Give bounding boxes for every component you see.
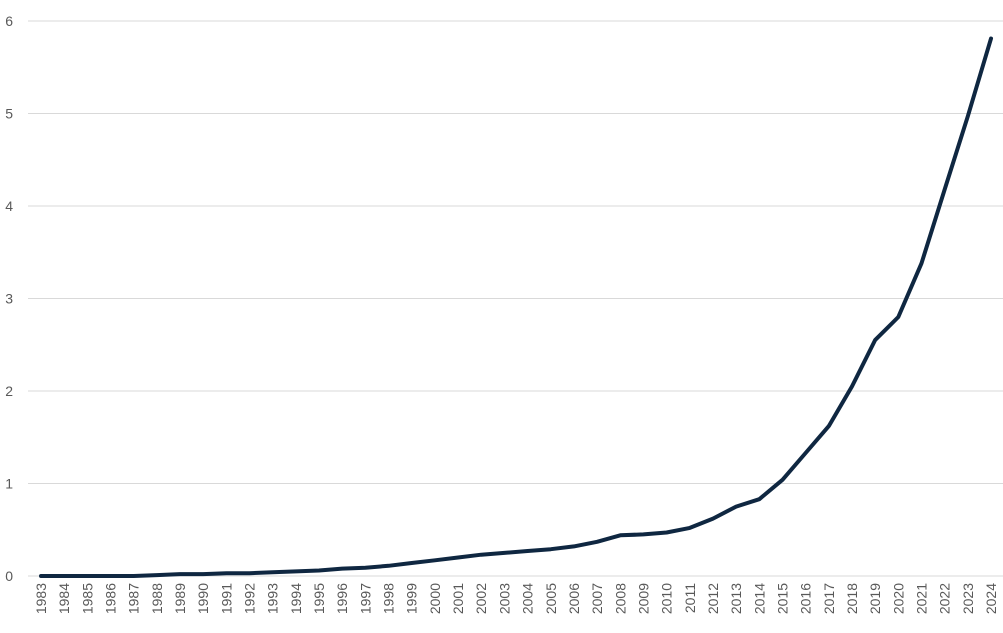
y-tick-label: 2 [5,383,13,399]
x-tick-label: 2006 [566,583,582,614]
x-tick-label: 2012 [705,583,721,614]
x-tick-label: 2013 [728,583,744,614]
x-tick-label: 2007 [589,583,605,614]
x-tick-label: 2014 [751,583,767,614]
x-tick-label: 1986 [103,583,119,614]
y-tick-label: 1 [5,476,13,492]
y-tick-label: 4 [5,198,13,214]
x-tick-label: 2016 [798,583,814,614]
gridlines [28,20,1003,577]
x-tick-label: 2000 [427,583,443,614]
x-tick-label: 2004 [520,583,536,614]
x-tick-label: 2015 [774,583,790,614]
x-tick-label: 1995 [311,583,327,614]
x-tick-label: 2008 [612,583,628,614]
x-tick-label: 2010 [659,583,675,614]
x-tick-label: 1987 [126,583,142,614]
x-tick-label: 1989 [172,583,188,614]
x-tick-label: 1994 [288,583,304,614]
x-tick-label: 1997 [357,583,373,614]
x-axis-ticks: 1983 1984 1985 1986 1987 1988 1989 1990 1991 1992… [33,583,999,614]
x-tick-label: 1991 [218,583,234,614]
x-tick-label: 2022 [937,583,953,614]
x-tick-label: 2023 [960,583,976,614]
x-tick-label: 2021 [913,583,929,614]
x-tick-label: 2017 [821,583,837,614]
y-tick-label: 6 [5,13,13,29]
x-tick-label: 2019 [867,583,883,614]
x-tick-label: 2001 [450,583,466,614]
y-tick-label: 5 [5,106,13,122]
x-tick-label: 2002 [473,583,489,614]
x-tick-label: 2011 [682,583,698,613]
x-tick-label: 2009 [635,583,651,614]
x-tick-label: 1985 [79,583,95,614]
x-tick-label: 1988 [149,583,165,614]
y-tick-label: 3 [5,291,13,307]
x-tick-label: 2005 [543,583,559,614]
x-tick-label: 1992 [242,583,258,614]
y-axis-ticks: 0 1 2 3 4 5 6 [5,13,13,584]
y-tick-label: 0 [5,568,13,584]
x-tick-label: 1999 [404,583,420,614]
series-layer [39,36,993,578]
x-tick-label: 2020 [890,583,906,614]
x-tick-label: 2003 [496,583,512,614]
x-tick-label: 1998 [381,583,397,614]
x-tick-label: 1993 [265,583,281,614]
x-tick-label: 1983 [33,583,49,614]
x-tick-label: 1996 [334,583,350,614]
x-tick-label: 1990 [195,583,211,614]
x-tick-label: 1984 [56,583,72,614]
x-tick-label: 2018 [844,583,860,614]
x-tick-label: 2024 [983,583,999,614]
series-line-0 [39,36,993,578]
